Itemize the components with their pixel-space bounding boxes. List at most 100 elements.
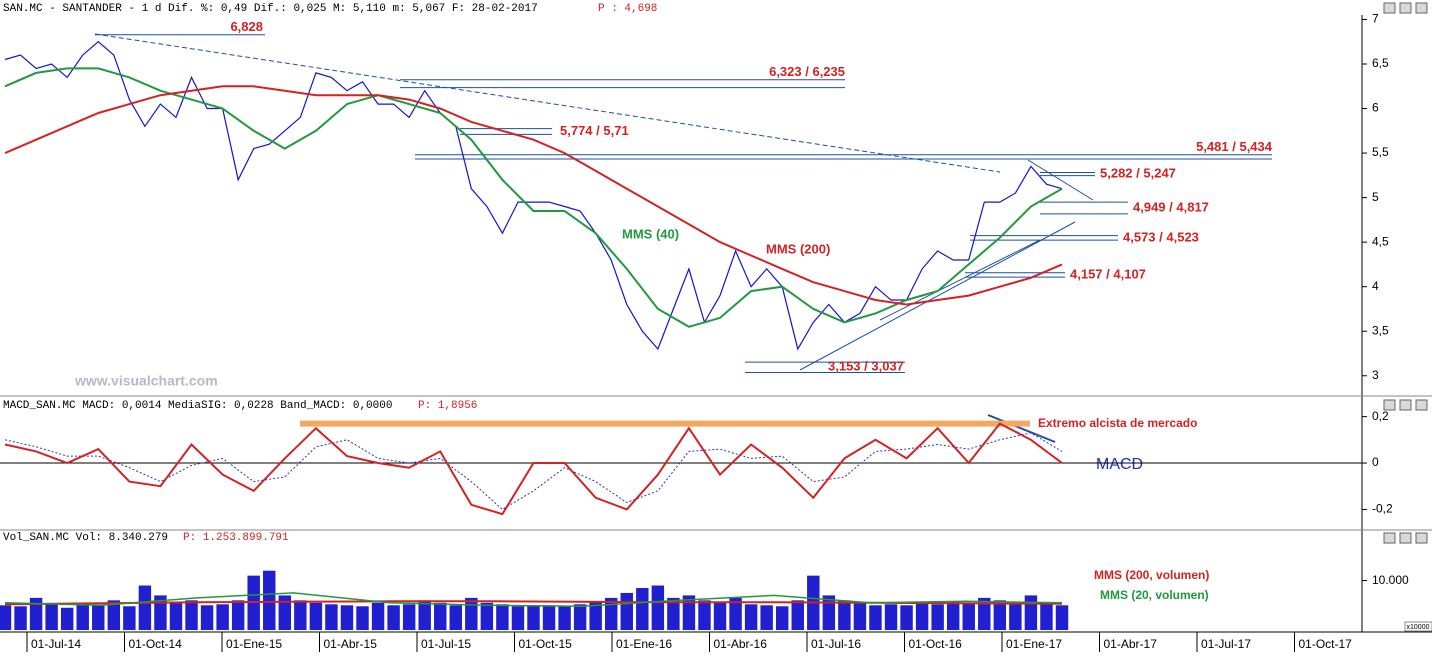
x-tick-label: 01-Oct-15 [519,637,573,651]
series-line [4,422,1063,516]
level-label: 4,949 / 4,817 [1133,199,1209,214]
volume-bar [993,600,1007,630]
series-line [4,67,1063,328]
y-tick-label: 5 [1372,190,1379,204]
level-label: 6,828 [230,19,263,34]
volume-bar [1024,595,1038,630]
trend-line [879,239,1041,321]
level-label: 5,481 / 5,434 [1196,139,1273,154]
volume-bar [822,595,836,630]
watermark: www.visualchart.com [74,373,218,389]
volume-bar [231,600,245,630]
x-tick-label: 01-Ene-17 [1006,637,1062,651]
volume-bar [325,604,338,630]
volume-bar [900,605,913,630]
minimize-button[interactable] [1383,532,1396,544]
series-line [4,432,1063,511]
volume-bar [682,595,696,630]
y-tick-label: 3,5 [1372,323,1389,337]
macd-header-value: P: 1,8956 [418,400,477,412]
volume-bar [760,605,773,630]
minimize-button[interactable] [1383,399,1396,411]
x-tick-label: 01-Ene-15 [226,637,282,651]
series-line [4,592,1063,608]
y-tick-label: 4,5 [1372,234,1389,248]
volume-bar [402,604,416,630]
volume-bar [123,606,136,630]
volume-bar [29,597,43,630]
volume-bar [200,605,214,630]
volume-bar [713,602,727,630]
volume-bar [1055,605,1069,630]
maximize-button[interactable] [1399,532,1412,544]
x-tick-label: 01-Jul-16 [811,637,861,651]
volume-bar [216,604,229,630]
volume-bar [309,602,323,630]
volume-bar [573,604,587,630]
volume-bar [45,604,58,630]
volume-bar [791,600,804,630]
window-buttons[interactable] [1383,2,1428,544]
minimize-button[interactable] [1383,2,1396,14]
volume-bar [542,605,556,630]
band-label: Extremo alcista de mercado [1038,416,1197,430]
price-header: SAN.MC - SANTANDER - 1 d Dif. %: 0,49 Di… [3,3,538,15]
y-tick-label: -0,2 [1372,502,1393,516]
close-button[interactable] [1415,532,1428,544]
volume-bar [698,600,711,630]
volume-bar [931,604,944,630]
volume-bar [589,601,602,630]
volume-bar [511,606,525,630]
level-label: 3,153 / 3,037 [828,359,904,374]
y-tick-label: 7 [1372,12,1379,26]
volume-bar [620,592,633,630]
macd-label: MACD [1096,456,1143,473]
volume-header: Vol_SAN.MC Vol: 8.340.279 [3,532,168,544]
x-tick-label: 01-Oct-17 [1299,637,1353,651]
close-button[interactable] [1415,399,1428,411]
volume-bar [558,606,571,630]
level-label: 4,157 / 4,107 [1070,266,1146,281]
x-tick-label: 01-Abr-17 [1104,637,1158,651]
x-tick-label: 01-Abr-16 [714,637,768,651]
volume-bar [853,602,867,630]
y-tick-label: 3 [1372,368,1379,382]
volume-bar [0,605,12,630]
volume-bar [356,606,369,630]
volume-bar [465,597,478,630]
volume-bar [1009,602,1022,630]
x-tick-label: 01-Jul-14 [31,637,81,651]
trend-line [1027,159,1094,201]
volume-bar [651,585,665,630]
volume-bar [434,602,447,630]
x-tick-label: 01-Jul-17 [1201,637,1251,651]
volume-bar [418,600,431,630]
maximize-button[interactable] [1399,399,1412,411]
volume-bar [1040,602,1053,630]
price-header-value: P : 4,698 [598,3,657,15]
y-tick-label: 6,5 [1372,56,1389,70]
volume-bar [884,604,898,630]
macd-header: MACD_SAN.MC MACD: 0,0014 MediaSIG: 0,022… [3,400,392,412]
volume-bar [775,606,789,630]
volume-bar [496,604,509,630]
volume-bar [527,605,540,630]
close-button[interactable] [1415,2,1428,14]
volume-bar [185,600,198,630]
volume-bar [605,597,618,630]
volume-bar [92,605,105,630]
maximize-button[interactable] [1399,2,1412,14]
x-tick-label: 01-Abr-15 [324,637,378,651]
y-tick-label: 6 [1372,101,1379,115]
volume-bar [915,602,929,630]
x-tick-label: 01-Ene-16 [616,637,672,651]
multiplier: x10000 [1407,624,1430,631]
volume-bar [169,602,183,630]
volume-bar [263,570,276,630]
level-label: 4,573 / 4,523 [1123,229,1199,244]
volume-bar [76,602,89,630]
volume-bar [371,602,385,630]
y-tick-label: 0,2 [1372,409,1389,423]
volume-bar [480,602,494,630]
volume-bar [107,600,121,630]
